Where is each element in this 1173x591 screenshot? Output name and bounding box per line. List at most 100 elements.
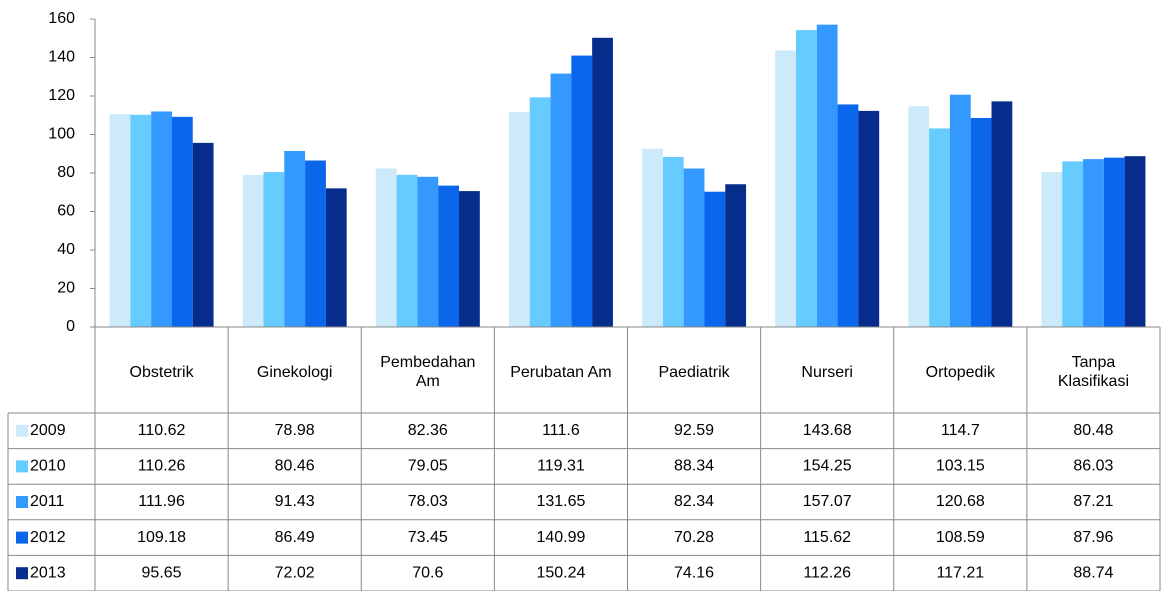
legend-swatch — [16, 424, 28, 437]
table-value: 74.16 — [674, 564, 714, 581]
bar — [550, 73, 572, 327]
table-value: 131.65 — [536, 493, 585, 510]
table-value: 91.43 — [275, 493, 315, 510]
table-value: 73.45 — [408, 529, 448, 546]
table-value: 114.7 — [941, 422, 980, 439]
table-value: 78.03 — [408, 493, 448, 510]
y-tick-label: 120 — [48, 87, 75, 104]
bar — [642, 148, 663, 327]
y-tick-label: 20 — [57, 280, 75, 297]
y-tick-label: 140 — [48, 49, 75, 66]
bar — [991, 101, 1013, 327]
table-value: 80.46 — [275, 458, 315, 475]
table-value: 92.59 — [674, 422, 714, 439]
table-value: 120.68 — [936, 493, 985, 510]
bar — [662, 156, 684, 327]
bar — [1062, 161, 1084, 327]
category-label: Nurseri — [801, 363, 853, 381]
bar — [1124, 156, 1146, 327]
table-value: 86.49 — [275, 529, 315, 546]
y-tick-label: 0 — [66, 318, 75, 335]
bar — [775, 50, 796, 327]
table-value: 78.98 — [275, 422, 315, 439]
bar — [1103, 157, 1125, 327]
table-value: 117.21 — [936, 564, 984, 581]
table-value: 79.05 — [408, 458, 448, 475]
table-value: 82.36 — [408, 422, 448, 439]
category-label: Perubatan Am — [510, 363, 612, 381]
bar — [325, 188, 347, 327]
bar — [592, 37, 613, 328]
table-value: 82.34 — [674, 493, 714, 510]
category-label: Paediatrik — [658, 363, 730, 381]
bar — [459, 191, 480, 327]
table-value: 154.25 — [803, 458, 852, 475]
legend-swatch — [16, 567, 28, 580]
table-value: 108.59 — [936, 529, 985, 546]
bar — [949, 94, 971, 327]
bar — [109, 114, 131, 327]
y-tick-label: 100 — [48, 126, 75, 143]
legend-swatch — [16, 460, 28, 473]
bar — [571, 55, 593, 328]
table-value: 72.02 — [275, 564, 315, 581]
table-value: 110.26 — [138, 458, 186, 475]
bar — [1041, 172, 1063, 327]
bar — [284, 150, 306, 327]
table-value: 88.34 — [674, 458, 714, 475]
bar — [171, 116, 193, 328]
y-tick-label: 160 — [48, 10, 75, 27]
y-tick-label: 40 — [57, 241, 75, 258]
bar — [837, 104, 859, 327]
bar — [417, 176, 439, 327]
bar — [192, 142, 214, 327]
table-value: 109.18 — [137, 529, 186, 546]
table-value: 119.31 — [537, 458, 585, 475]
bar — [683, 168, 705, 327]
legend-swatch — [16, 531, 28, 544]
y-tick-label: 60 — [57, 203, 75, 220]
category-label: Tanpa Klasifikasi — [1057, 354, 1129, 390]
table-value: 86.03 — [1073, 458, 1113, 475]
bar — [970, 117, 992, 327]
table-value: 112.26 — [803, 564, 851, 581]
bar — [858, 110, 880, 327]
table-value: 88.74 — [1073, 564, 1113, 581]
y-tick-label: 80 — [57, 164, 75, 181]
bar — [529, 97, 551, 327]
bar — [375, 168, 397, 327]
legend-label: 2011 — [30, 493, 65, 510]
table-value: 115.62 — [803, 529, 851, 546]
bar — [242, 174, 264, 327]
table-value: 150.24 — [536, 564, 585, 581]
category-label: Ortopedik — [925, 363, 995, 381]
table-value: 157.07 — [803, 493, 852, 510]
bar — [396, 174, 418, 327]
category-label: Obstetrik — [129, 363, 194, 381]
table-value: 111.96 — [138, 493, 185, 510]
table-value: 143.68 — [803, 422, 852, 439]
bar — [305, 160, 326, 327]
table-value: 140.99 — [536, 529, 585, 546]
table-value: 110.62 — [138, 422, 186, 439]
bar — [704, 191, 726, 327]
table-value: 87.21 — [1073, 493, 1113, 510]
bar — [795, 30, 817, 327]
bar — [263, 172, 285, 327]
bar — [508, 112, 530, 327]
legend-label: 2009 — [30, 422, 66, 439]
bar — [130, 114, 152, 327]
legend-swatch — [16, 496, 28, 508]
legend-label: 2012 — [30, 529, 66, 546]
bar — [438, 185, 460, 327]
category-label: Pembedahan Am — [380, 354, 476, 390]
table-value: 80.48 — [1073, 422, 1113, 439]
table-value: 95.65 — [142, 564, 182, 581]
bar — [816, 24, 838, 327]
table-value: 70.6 — [412, 564, 443, 581]
bar — [908, 106, 930, 327]
table-value: 70.28 — [674, 529, 714, 546]
category-label: Ginekologi — [256, 363, 333, 381]
